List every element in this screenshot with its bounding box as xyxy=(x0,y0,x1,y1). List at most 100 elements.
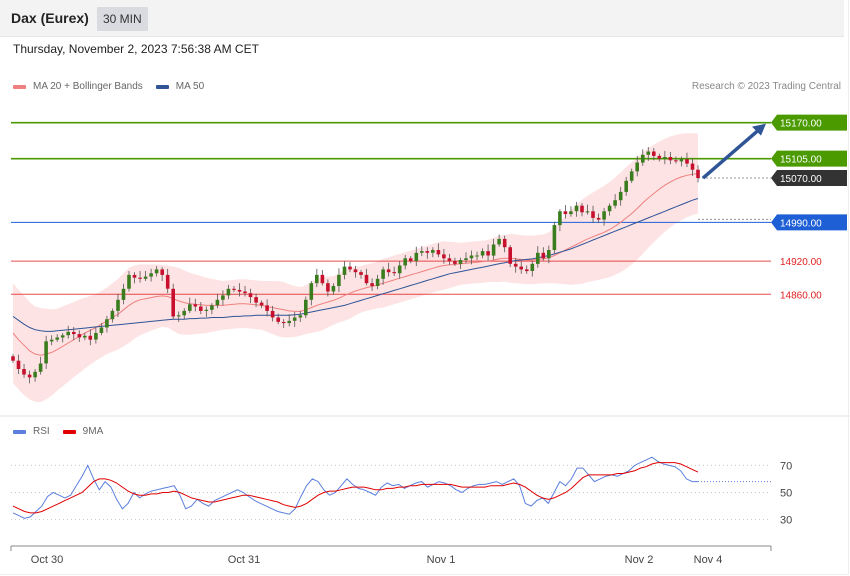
timestamp: Thursday, November 2, 2023 7:56:38 AM CE… xyxy=(13,42,259,56)
candle-body xyxy=(55,337,59,340)
resistance-level-tag xyxy=(771,114,847,131)
candle-body xyxy=(364,274,369,284)
candle-body xyxy=(116,299,120,311)
candle-body xyxy=(480,251,485,256)
candle-body xyxy=(425,251,430,253)
rsi-series-9ma xyxy=(12,462,699,514)
legend-swatch-rsi xyxy=(13,429,26,434)
candle-body xyxy=(618,191,623,201)
candle-body xyxy=(453,261,457,264)
candle-body xyxy=(525,269,529,272)
candle-body xyxy=(221,295,225,300)
candle-body xyxy=(613,200,617,206)
candle-body xyxy=(359,272,363,275)
pivot-level-label: 14990.00 xyxy=(780,218,822,229)
candle-body xyxy=(458,260,463,264)
candle-body xyxy=(563,211,568,215)
candle-body xyxy=(685,159,689,164)
candle-body xyxy=(624,180,628,192)
candle-body xyxy=(431,250,435,253)
legend-label-ma20: MA 20 + Bollinger Bands xyxy=(33,81,143,92)
candle-body xyxy=(176,315,181,317)
candle-body xyxy=(276,317,280,322)
candle-body xyxy=(16,360,21,369)
candle-body xyxy=(171,288,175,317)
candle-body xyxy=(519,266,523,270)
candle-body xyxy=(607,205,612,212)
candle-body xyxy=(375,278,380,286)
candle-body xyxy=(243,291,247,294)
candle-body xyxy=(508,247,512,264)
candle-body xyxy=(536,252,540,264)
candle-body xyxy=(690,163,695,170)
candle-body xyxy=(326,283,330,292)
candle-body xyxy=(674,160,678,162)
resistance-level-tag xyxy=(771,150,847,167)
candle-body xyxy=(182,310,186,316)
candle-body xyxy=(298,315,303,318)
candle-body xyxy=(596,217,601,220)
x-tick-label: Nov 1 xyxy=(427,554,456,566)
rsi-tick-label: 50 xyxy=(780,488,792,500)
candle-body xyxy=(33,371,37,378)
support-level-label: 14920.00 xyxy=(780,257,822,268)
candle-body xyxy=(342,266,347,275)
candle-body xyxy=(486,251,490,256)
price-legend: MA 20 + Bollinger Bands MA 50 xyxy=(13,81,217,92)
legend-item-ma50: MA 50 xyxy=(155,81,204,92)
candle-body xyxy=(83,335,87,338)
candle-body xyxy=(304,299,308,316)
candle-body xyxy=(138,277,142,279)
candle-body xyxy=(99,327,104,333)
interval-button[interactable]: 30 MIN xyxy=(97,7,148,31)
legend-label-9ma: 9MA xyxy=(82,426,104,437)
resistance-level-label: 15105.00 xyxy=(780,155,822,166)
candle-body xyxy=(580,205,584,213)
candle-body xyxy=(641,154,645,163)
pivot-level-tag xyxy=(771,214,847,231)
candle-body xyxy=(110,310,115,320)
candle-body xyxy=(127,274,131,289)
candle-body xyxy=(199,306,203,311)
ma50-line xyxy=(12,198,699,332)
candle-body xyxy=(668,157,673,161)
candle-body xyxy=(337,274,341,286)
candle-body xyxy=(232,288,236,290)
candle-body xyxy=(408,258,413,262)
candle-body xyxy=(226,288,231,296)
candle-body xyxy=(248,293,253,298)
candle-body xyxy=(513,263,518,267)
candle-body xyxy=(143,276,148,279)
candle-body xyxy=(497,238,501,245)
chart-header: Dax (Eurex) 30 MIN xyxy=(0,0,844,37)
legend-item-rsi: RSI xyxy=(13,426,50,437)
instrument-title: Dax (Eurex) xyxy=(11,10,89,26)
candle-body xyxy=(464,258,468,260)
candle-body xyxy=(547,250,551,259)
candle-body xyxy=(60,335,65,338)
candle-body xyxy=(154,269,159,274)
candle-body xyxy=(663,157,667,159)
candle-body xyxy=(420,251,424,253)
candle-body xyxy=(237,289,242,292)
legend-swatch-ma20 xyxy=(13,84,26,89)
candle-body xyxy=(149,273,153,277)
candle-body xyxy=(38,363,43,372)
candle-body xyxy=(447,258,452,262)
candle-body xyxy=(259,302,264,306)
candle-body xyxy=(552,225,557,250)
candle-body xyxy=(569,211,573,215)
legend-swatch-9ma xyxy=(62,429,76,434)
candle-body xyxy=(436,250,441,255)
rsi-tick-label: 30 xyxy=(780,515,792,527)
candle-body xyxy=(105,319,109,328)
rsi-tick-label: 70 xyxy=(780,460,792,472)
candle-body xyxy=(696,169,700,178)
candle-body xyxy=(585,211,590,213)
rsi-legend: RSI 9MA xyxy=(13,426,116,437)
candle-body xyxy=(370,283,374,286)
candle-body xyxy=(44,341,48,364)
candle-body xyxy=(646,151,651,155)
last-level-label: 15070.00 xyxy=(780,174,822,185)
